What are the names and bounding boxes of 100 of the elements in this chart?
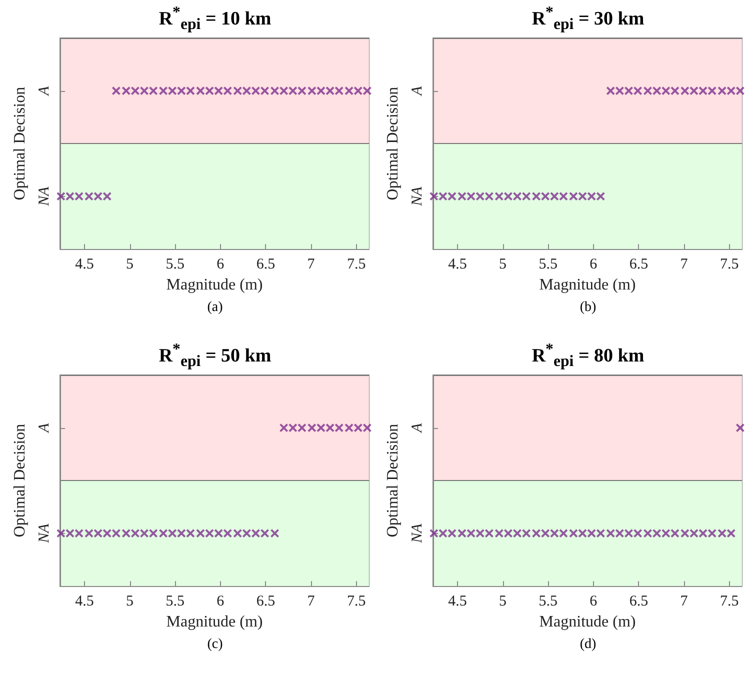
point bbox=[140, 528, 149, 538]
point bbox=[130, 528, 140, 538]
point bbox=[606, 528, 616, 538]
x-tick-label: 7.5 bbox=[346, 594, 366, 610]
y-axis-title: Optimal Decision bbox=[384, 86, 402, 200]
point bbox=[661, 528, 670, 538]
point bbox=[476, 528, 485, 538]
y-tick-label: A bbox=[36, 422, 52, 434]
point bbox=[112, 528, 121, 538]
point bbox=[484, 528, 494, 538]
point bbox=[448, 528, 457, 538]
point bbox=[56, 528, 66, 538]
point bbox=[148, 528, 158, 538]
y-axis-title: Optimal Decision bbox=[384, 424, 402, 538]
point bbox=[65, 192, 74, 201]
chart-title: R$^{*}$$_{epi}$ = 30 km bbox=[530, 4, 646, 34]
point bbox=[438, 528, 448, 538]
point bbox=[242, 528, 252, 538]
point bbox=[504, 528, 513, 538]
x-tick-label: 7.5 bbox=[346, 256, 366, 273]
point bbox=[362, 423, 372, 432]
y-axis-title: Optimal Decision bbox=[12, 86, 28, 200]
point bbox=[223, 86, 232, 96]
point bbox=[362, 86, 372, 96]
point bbox=[532, 528, 541, 538]
point bbox=[186, 528, 195, 538]
point bbox=[354, 423, 363, 432]
point bbox=[297, 86, 306, 96]
chart-title: R$^{*}$$_{epi}$ = 10 km bbox=[158, 4, 272, 34]
point bbox=[334, 423, 344, 432]
point bbox=[550, 192, 559, 201]
x-tick-label: 4.5 bbox=[75, 256, 94, 273]
point bbox=[615, 528, 624, 538]
point bbox=[689, 528, 698, 538]
x-tick-label: 7.5 bbox=[720, 256, 739, 273]
point bbox=[615, 86, 624, 96]
point bbox=[260, 528, 270, 538]
point bbox=[578, 192, 588, 201]
point bbox=[429, 528, 438, 538]
point bbox=[736, 86, 745, 96]
point bbox=[596, 528, 606, 538]
point bbox=[196, 528, 205, 538]
point bbox=[438, 192, 448, 201]
point bbox=[288, 86, 298, 96]
point bbox=[661, 86, 670, 96]
x-tick-label: 6.5 bbox=[629, 594, 648, 610]
point bbox=[633, 86, 642, 96]
point bbox=[176, 528, 186, 538]
point bbox=[205, 528, 214, 538]
point bbox=[512, 528, 522, 538]
point bbox=[736, 423, 745, 432]
x-tick-label: 4.5 bbox=[75, 594, 94, 610]
point bbox=[354, 86, 363, 96]
point bbox=[158, 86, 168, 96]
point bbox=[429, 192, 438, 201]
x-tick-label: 4.5 bbox=[448, 594, 467, 610]
x-tick-label: 7 bbox=[307, 594, 316, 610]
y-tick-label: A bbox=[36, 85, 52, 96]
point bbox=[680, 528, 690, 538]
point bbox=[643, 528, 652, 538]
point bbox=[568, 192, 578, 201]
x-axis-title: Magnitude (m) bbox=[166, 276, 263, 294]
point bbox=[718, 528, 727, 538]
point bbox=[288, 423, 298, 432]
point bbox=[196, 86, 205, 96]
point bbox=[540, 192, 550, 201]
point bbox=[476, 192, 485, 201]
point bbox=[652, 528, 662, 538]
point bbox=[186, 86, 195, 96]
point bbox=[484, 192, 494, 201]
point bbox=[122, 528, 131, 538]
point bbox=[214, 528, 224, 538]
point bbox=[279, 423, 288, 432]
x-tick-label: 4.5 bbox=[448, 256, 467, 273]
chart-title: R$^{*}$$_{epi}$ = 50 km bbox=[158, 341, 272, 372]
y-tick-label: NA bbox=[36, 186, 52, 207]
point bbox=[558, 528, 568, 538]
point bbox=[494, 528, 504, 538]
x-tick-label: 5.5 bbox=[166, 256, 184, 273]
point bbox=[698, 528, 708, 538]
point bbox=[494, 192, 504, 201]
y-axis-title: Optimal Decision bbox=[12, 424, 28, 538]
point bbox=[512, 192, 522, 201]
point bbox=[698, 86, 708, 96]
point bbox=[102, 192, 112, 201]
point bbox=[578, 528, 588, 538]
point bbox=[251, 528, 260, 538]
point bbox=[316, 423, 326, 432]
text: (d) bbox=[578, 637, 598, 653]
point bbox=[168, 86, 177, 96]
x-axis-title: Magnitude (m) bbox=[166, 614, 263, 630]
point bbox=[205, 86, 214, 96]
point bbox=[94, 192, 103, 201]
point bbox=[596, 192, 606, 201]
point bbox=[708, 86, 717, 96]
point bbox=[689, 86, 698, 96]
point bbox=[726, 528, 736, 538]
point bbox=[587, 192, 596, 201]
point bbox=[726, 86, 736, 96]
point bbox=[344, 423, 354, 432]
